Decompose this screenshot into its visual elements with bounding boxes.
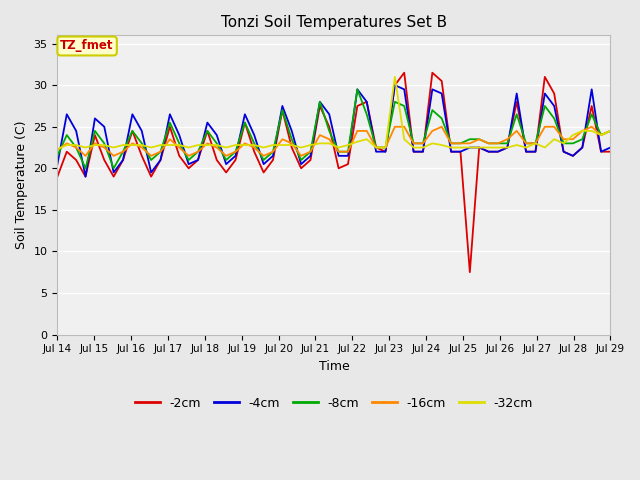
-4cm <box>241 111 249 117</box>
-2cm <box>54 174 61 180</box>
Line: -32cm: -32cm <box>58 77 611 149</box>
-16cm <box>222 153 230 159</box>
-8cm <box>157 149 164 155</box>
-16cm <box>82 153 90 159</box>
-8cm <box>250 141 258 146</box>
-8cm <box>353 86 361 92</box>
-4cm <box>607 144 614 150</box>
-16cm <box>204 141 211 146</box>
-16cm <box>157 149 164 155</box>
-32cm <box>147 144 155 150</box>
Line: -8cm: -8cm <box>58 89 611 168</box>
-16cm <box>241 141 249 146</box>
-32cm <box>213 142 221 148</box>
-2cm <box>401 70 408 76</box>
-8cm <box>241 120 249 125</box>
-2cm <box>194 157 202 163</box>
-4cm <box>391 82 399 88</box>
-32cm <box>241 142 249 148</box>
Text: TZ_fmet: TZ_fmet <box>60 39 114 52</box>
-8cm <box>419 141 427 146</box>
-32cm <box>194 142 202 148</box>
-8cm <box>82 166 90 171</box>
-8cm <box>222 157 230 163</box>
-4cm <box>222 161 230 167</box>
-4cm <box>204 120 211 125</box>
-8cm <box>204 128 211 134</box>
-8cm <box>54 153 61 159</box>
-16cm <box>419 141 427 146</box>
-4cm <box>157 157 164 163</box>
Y-axis label: Soil Temperature (C): Soil Temperature (C) <box>15 120 28 249</box>
-4cm <box>419 149 427 155</box>
Line: -16cm: -16cm <box>58 127 611 156</box>
-2cm <box>466 269 474 275</box>
Line: -2cm: -2cm <box>58 73 611 272</box>
-8cm <box>607 128 614 134</box>
-32cm <box>54 146 61 152</box>
-32cm <box>410 144 417 150</box>
-16cm <box>391 124 399 130</box>
-16cm <box>607 128 614 134</box>
-32cm <box>607 128 614 134</box>
-2cm <box>213 157 221 163</box>
-4cm <box>82 174 90 180</box>
-2cm <box>410 149 417 155</box>
-4cm <box>250 132 258 138</box>
-2cm <box>241 120 249 125</box>
-16cm <box>250 144 258 150</box>
-4cm <box>54 161 61 167</box>
-16cm <box>54 147 61 153</box>
Legend: -2cm, -4cm, -8cm, -16cm, -32cm: -2cm, -4cm, -8cm, -16cm, -32cm <box>130 392 538 415</box>
-2cm <box>232 157 239 163</box>
-2cm <box>147 174 155 180</box>
Title: Tonzi Soil Temperatures Set B: Tonzi Soil Temperatures Set B <box>221 15 447 30</box>
-32cm <box>232 142 239 148</box>
-32cm <box>391 74 399 80</box>
Line: -4cm: -4cm <box>58 85 611 177</box>
-2cm <box>607 149 614 155</box>
X-axis label: Time: Time <box>319 360 349 373</box>
